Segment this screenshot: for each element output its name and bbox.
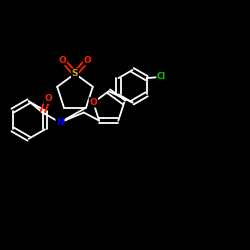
- Text: Cl: Cl: [157, 72, 166, 82]
- Text: N: N: [56, 118, 64, 127]
- Text: O: O: [44, 94, 52, 103]
- Text: O: O: [90, 98, 97, 107]
- Text: O: O: [59, 56, 66, 64]
- Text: S: S: [72, 69, 78, 78]
- Text: O: O: [84, 56, 92, 64]
